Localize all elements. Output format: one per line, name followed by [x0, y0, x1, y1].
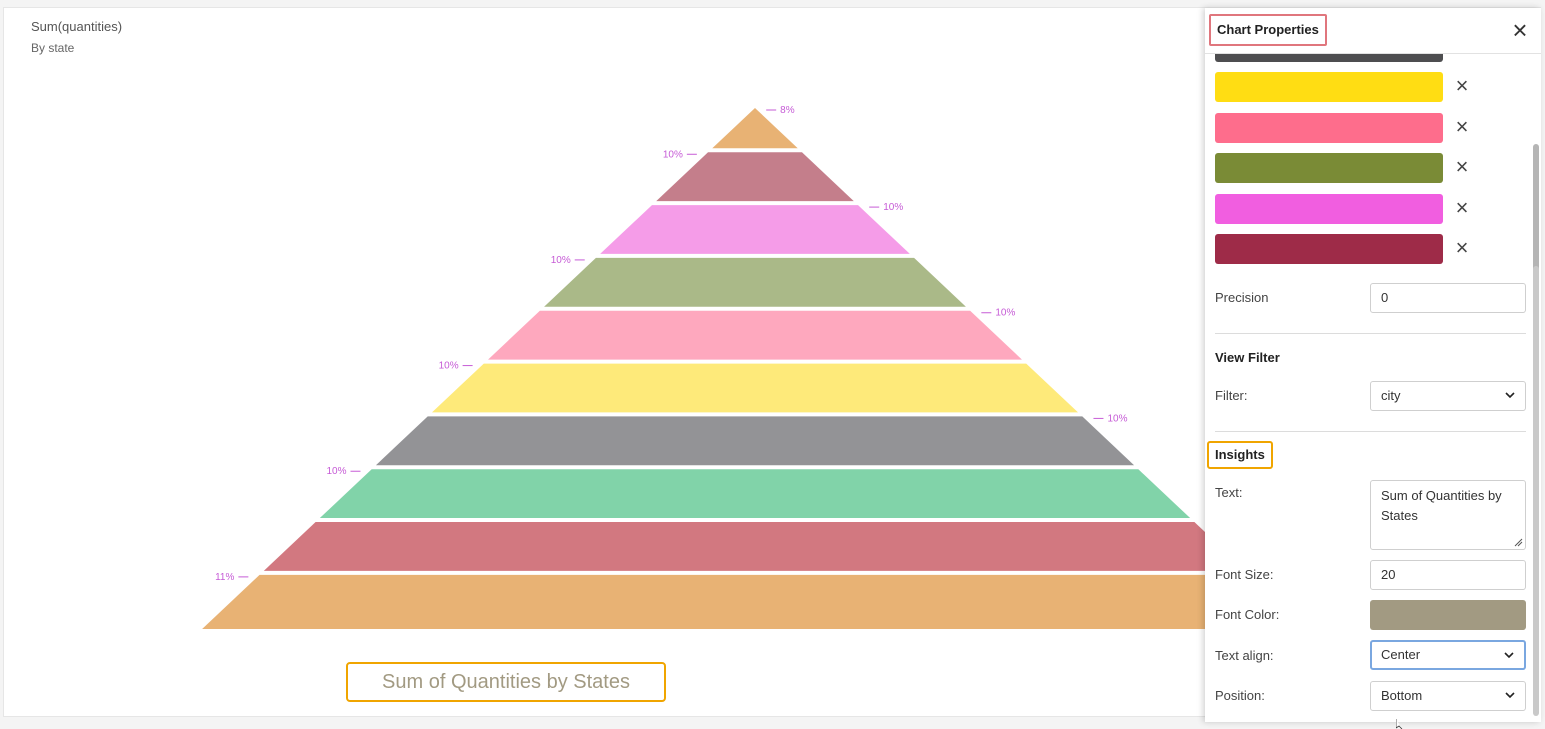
data-label: 10%: [995, 308, 1015, 319]
divider: [1215, 333, 1526, 334]
insights-title: Insights: [1207, 441, 1273, 469]
color-swatch-partial[interactable]: [1215, 54, 1443, 62]
data-label: 10%: [439, 361, 459, 372]
view-filter-title: View Filter: [1215, 350, 1280, 365]
pyramid-segment[interactable]: [202, 574, 1308, 629]
chevron-down-icon: [1504, 652, 1514, 659]
color-swatch-pink[interactable]: [1215, 113, 1443, 143]
mouse-cursor-icon: [1396, 719, 1403, 729]
color-swatch-maroon[interactable]: [1215, 234, 1443, 264]
color-swatch-yellow[interactable]: [1215, 72, 1443, 102]
remove-color-icon[interactable]: ×: [1455, 235, 1469, 260]
data-label: 10%: [326, 466, 346, 477]
insight-text-input[interactable]: Sum of Quantities by States: [1370, 480, 1526, 550]
position-select-value: Bottom: [1381, 688, 1423, 703]
divider: [1215, 431, 1526, 432]
pyramid-segment[interactable]: [431, 363, 1079, 413]
chart-subtitle: By state: [31, 41, 75, 55]
position-select[interactable]: Bottom: [1370, 681, 1526, 711]
pyramid-segment[interactable]: [544, 257, 966, 307]
pyramid-segment[interactable]: [712, 108, 798, 149]
data-label: 10%: [551, 255, 571, 266]
color-swatch-magenta[interactable]: [1215, 194, 1443, 224]
panel-header: Chart Properties ×: [1205, 8, 1541, 54]
remove-color-icon[interactable]: ×: [1455, 154, 1469, 179]
panel-title: Chart Properties: [1209, 14, 1327, 46]
data-label: 8%: [780, 105, 795, 116]
position-label: Position:: [1215, 688, 1265, 703]
font-size-input[interactable]: 20: [1370, 560, 1526, 590]
chevron-down-icon: [1505, 692, 1515, 699]
panel-scrollbar-thumb[interactable]: [1533, 144, 1539, 274]
text-align-select-value: Center: [1381, 647, 1421, 662]
insight-text-value: Sum of Quantities by States: [1381, 488, 1502, 523]
text-label: Text:: [1215, 485, 1243, 500]
text-align-select[interactable]: Center: [1370, 640, 1526, 670]
pyramid-segment[interactable]: [600, 205, 910, 254]
color-swatch-olive[interactable]: [1215, 153, 1443, 183]
data-label: 10%: [883, 202, 903, 213]
pyramid-segment[interactable]: [656, 152, 854, 202]
remove-color-icon[interactable]: ×: [1455, 195, 1469, 220]
filter-select[interactable]: city: [1370, 381, 1526, 411]
pyramid-segment[interactable]: [319, 469, 1191, 519]
insight-text: Sum of Quantities by States: [346, 662, 666, 702]
chart-title: Sum(quantities): [31, 19, 123, 34]
font-color-picker[interactable]: [1370, 600, 1526, 630]
data-label: 11%: [215, 572, 234, 583]
resize-grip-icon[interactable]: [1513, 537, 1523, 547]
chevron-down-icon: [1505, 392, 1515, 399]
close-icon[interactable]: ×: [1512, 15, 1528, 45]
font-color-label: Font Color:: [1215, 607, 1280, 622]
precision-input[interactable]: 0: [1370, 283, 1526, 313]
precision-label: Precision: [1215, 290, 1269, 305]
pyramid-segment[interactable]: [375, 416, 1135, 466]
filter-label: Filter:: [1215, 388, 1248, 403]
pyramid-segment[interactable]: [263, 522, 1247, 571]
panel-scrollbar-track[interactable]: [1533, 266, 1539, 716]
filter-select-value: city: [1381, 388, 1401, 403]
text-align-label: Text align:: [1215, 648, 1274, 663]
remove-color-icon[interactable]: ×: [1455, 73, 1469, 98]
data-label: 10%: [1107, 413, 1127, 424]
panel-body: × × × × × Precision 0 View Filter Filter…: [1205, 54, 1541, 722]
chart-properties-panel: Chart Properties × × × × × × Precision 0…: [1205, 8, 1541, 722]
pyramid-segment[interactable]: [488, 310, 1022, 360]
data-label: 10%: [663, 149, 683, 160]
remove-color-icon[interactable]: ×: [1455, 114, 1469, 139]
font-size-label: Font Size:: [1215, 567, 1274, 582]
